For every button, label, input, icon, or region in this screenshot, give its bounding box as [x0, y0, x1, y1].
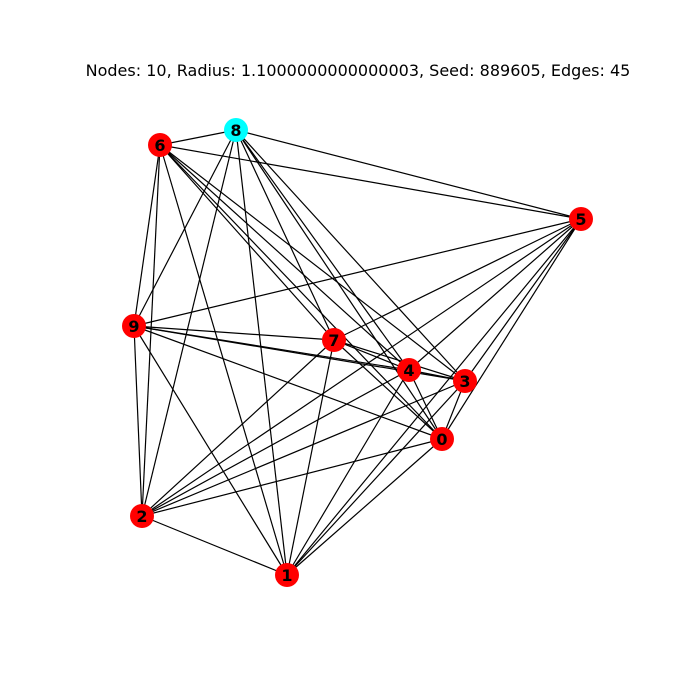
node-3-label: 3	[459, 372, 470, 391]
nodes-layer: 0 1 2 3 4 5 6 7 8 9	[122, 118, 593, 587]
edge-1-6	[159, 144, 288, 576]
node-0-label: 0	[436, 430, 447, 449]
edge-1-5	[286, 218, 582, 576]
edge-4-8	[235, 129, 410, 371]
edge-6-8	[159, 129, 237, 146]
edge-2-9	[133, 325, 143, 517]
node-9-label: 9	[128, 317, 139, 336]
node-9[interactable]: 9	[122, 314, 146, 338]
edge-2-8	[141, 129, 237, 517]
edge-6-7	[159, 144, 335, 341]
graph-title: Nodes: 10, Radius: 1.1000000000000003, S…	[86, 61, 631, 80]
edges-layer	[133, 129, 582, 576]
node-8-label: 8	[230, 121, 241, 140]
node-6-circle	[148, 133, 172, 157]
edge-3-5	[464, 218, 582, 382]
edge-6-9	[133, 144, 161, 327]
edge-2-4	[141, 369, 410, 517]
node-8-circle	[224, 118, 248, 142]
edge-3-7	[333, 339, 466, 382]
node-4-label: 4	[403, 361, 414, 380]
node-6[interactable]: 6	[148, 133, 172, 157]
node-1-circle	[275, 563, 299, 587]
node-4[interactable]: 4	[397, 358, 421, 382]
node-3[interactable]: 3	[453, 369, 477, 393]
edge-3-8	[235, 129, 466, 382]
edge-2-7	[141, 339, 335, 517]
node-4-circle	[397, 358, 421, 382]
edge-5-9	[133, 218, 582, 327]
edge-7-8	[235, 129, 335, 341]
edge-1-4	[286, 369, 410, 576]
edge-0-2	[141, 438, 443, 517]
edge-4-6	[159, 144, 410, 371]
edge-7-9	[133, 325, 335, 341]
node-3-circle	[453, 369, 477, 393]
edge-0-5	[441, 218, 582, 440]
edge-0-7	[333, 339, 443, 440]
node-8[interactable]: 8	[224, 118, 248, 142]
node-2[interactable]: 2	[130, 504, 154, 528]
node-5-label: 5	[575, 210, 586, 229]
edge-1-8	[235, 129, 288, 576]
edge-8-9	[133, 129, 237, 327]
edge-1-9	[133, 325, 288, 576]
node-1-label: 1	[281, 566, 292, 585]
node-7-label: 7	[328, 331, 339, 350]
edge-1-3	[286, 380, 466, 576]
edge-5-7	[333, 218, 582, 341]
node-7[interactable]: 7	[322, 328, 346, 352]
edge-4-9	[133, 325, 410, 371]
edge-0-1	[286, 438, 443, 576]
node-0[interactable]: 0	[430, 427, 454, 451]
edge-4-7	[333, 339, 410, 371]
node-9-circle	[122, 314, 146, 338]
edge-0-6	[159, 144, 443, 440]
node-2-circle	[130, 504, 154, 528]
node-6-label: 6	[154, 136, 165, 155]
node-0-circle	[430, 427, 454, 451]
edge-2-5	[141, 218, 582, 517]
node-7-circle	[322, 328, 346, 352]
edge-1-2	[141, 515, 288, 576]
node-5-circle	[569, 207, 593, 231]
edge-5-6	[159, 144, 582, 220]
edge-0-4	[408, 369, 443, 440]
node-5[interactable]: 5	[569, 207, 593, 231]
node-2-label: 2	[136, 507, 147, 526]
edge-4-5	[408, 218, 582, 371]
edge-1-7	[286, 339, 335, 576]
edge-3-6	[159, 144, 466, 382]
edge-2-6	[141, 144, 161, 517]
edge-0-8	[235, 129, 443, 440]
edge-5-8	[235, 129, 582, 220]
node-1[interactable]: 1	[275, 563, 299, 587]
edge-2-3	[141, 380, 466, 517]
